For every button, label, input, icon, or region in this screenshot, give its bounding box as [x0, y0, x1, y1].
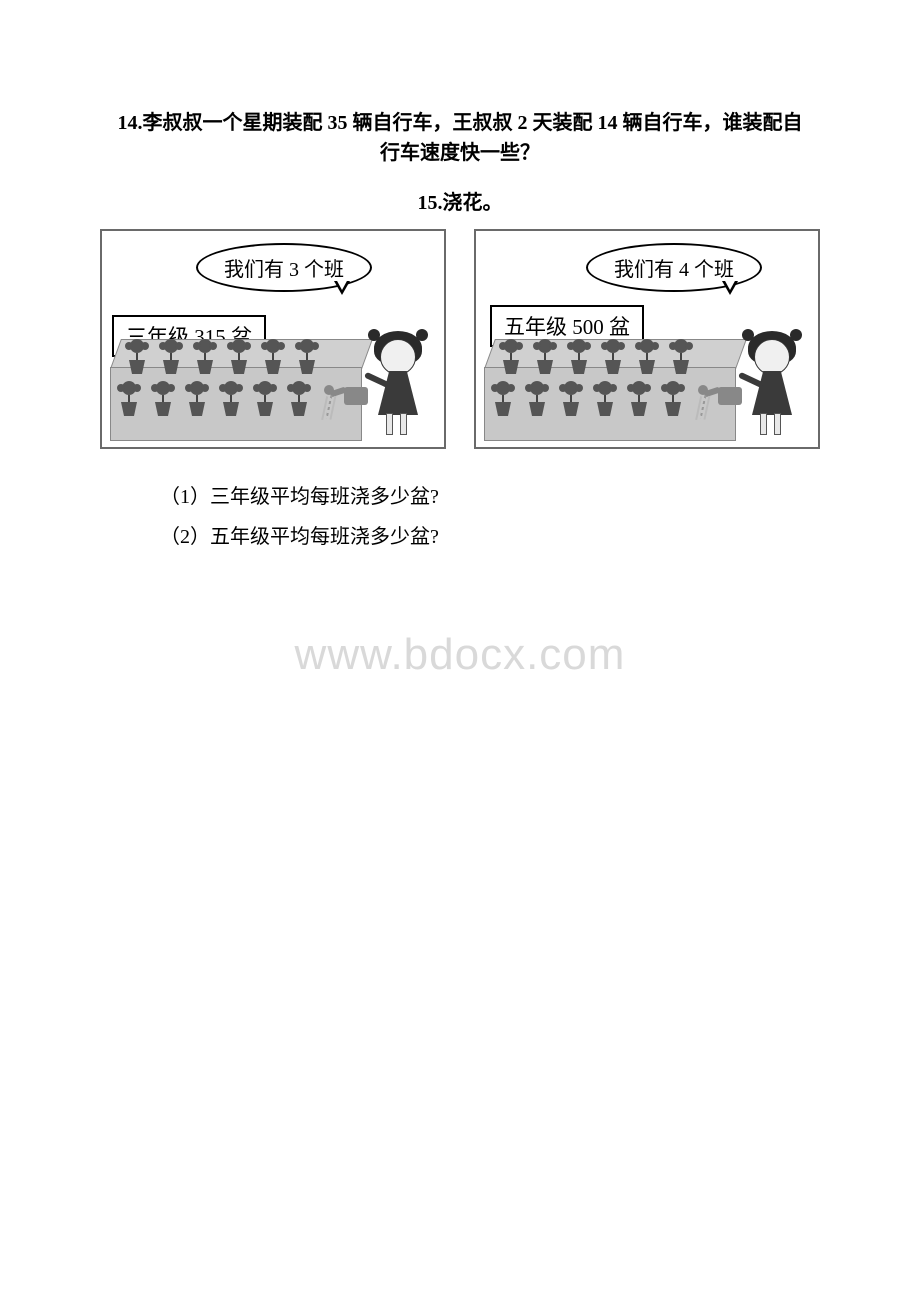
question-2: （2）五年级平均每班浇多少盆? — [160, 517, 920, 557]
flower-pot-icon — [184, 381, 210, 416]
flower-pot-icon — [600, 339, 626, 374]
flower-pot-icon — [286, 381, 312, 416]
bubble-tail-icon — [722, 281, 738, 295]
pot-row — [498, 339, 694, 374]
flower-pot-icon — [498, 339, 524, 374]
pot-row — [490, 381, 686, 416]
problem-14-text: 14.李叔叔一个星期装配 35 辆自行车，王叔叔 2 天装配 14 辆自行车，谁… — [0, 108, 920, 168]
watermark-text: www.bdocx.com — [0, 630, 920, 680]
flower-pot-icon — [566, 339, 592, 374]
pot-row — [116, 381, 312, 416]
question-1: （1）三年级平均每班浇多少盆? — [160, 477, 920, 517]
flower-pot-icon — [260, 339, 286, 374]
bubble-tail-icon — [334, 281, 350, 295]
flower-pot-icon — [150, 381, 176, 416]
panel-grade-3: 我们有 3 个班 三年级 315 盆 — [100, 229, 446, 449]
flower-pot-icon — [490, 381, 516, 416]
girl-watering-icon — [736, 317, 808, 437]
flower-pot-icon — [218, 381, 244, 416]
flower-pot-icon — [668, 339, 694, 374]
flower-pot-icon — [558, 381, 584, 416]
flower-pot-icon — [116, 381, 142, 416]
flower-pot-icon — [294, 339, 320, 374]
flower-pot-icon — [592, 381, 618, 416]
flower-pot-icon — [192, 339, 218, 374]
panels-row: 我们有 3 个班 三年级 315 盆 — [0, 229, 920, 449]
pot-row — [124, 339, 320, 374]
flower-pot-icon — [226, 339, 252, 374]
girl-watering-icon — [362, 317, 434, 437]
flower-pot-icon — [634, 339, 660, 374]
flower-pot-icon — [124, 339, 150, 374]
flower-pot-icon — [252, 381, 278, 416]
panel-grade-5: 我们有 4 个班 五年级 500 盆 — [474, 229, 820, 449]
flower-pot-icon — [524, 381, 550, 416]
problem-15-title: 15.浇花。 — [0, 186, 920, 215]
flower-pot-icon — [532, 339, 558, 374]
flower-pot-icon — [626, 381, 652, 416]
questions-block: （1）三年级平均每班浇多少盆? （2）五年级平均每班浇多少盆? — [0, 477, 920, 557]
flower-pot-icon — [158, 339, 184, 374]
flower-pot-icon — [660, 381, 686, 416]
